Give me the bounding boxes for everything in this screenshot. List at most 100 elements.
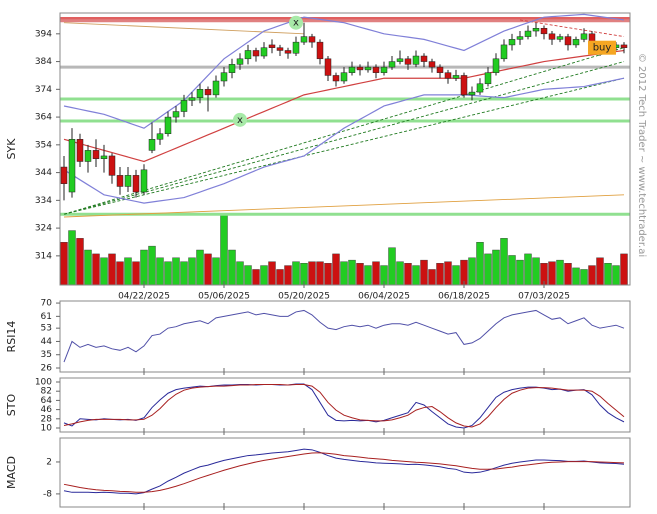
panel-frame — [59, 437, 631, 508]
volume-bar — [188, 257, 196, 285]
trend-line — [519, 19, 625, 38]
candle-body — [60, 166, 68, 184]
volume-bar — [500, 238, 508, 285]
y-axis-label: STO — [5, 393, 18, 416]
candle-body — [420, 55, 428, 62]
volume-bar — [180, 261, 188, 285]
candle-body — [276, 47, 284, 51]
line — [63, 448, 625, 495]
volume-bar — [436, 263, 444, 285]
volume-bar — [492, 249, 500, 285]
candle-body — [396, 58, 404, 62]
volume-bar — [340, 261, 348, 285]
candle-body — [500, 44, 508, 60]
candle-body — [412, 55, 420, 65]
volume-bar — [484, 253, 492, 285]
y-tick-label: 61 — [41, 312, 52, 322]
volume-bar — [68, 230, 76, 285]
candle-body — [212, 80, 220, 96]
y-tick-label: 384 — [35, 57, 52, 67]
volume-bar — [604, 263, 612, 285]
y-tick-label: 64 — [41, 396, 53, 406]
volume-bar — [244, 265, 252, 285]
volume-bar — [556, 259, 564, 285]
y-axis-label: SYK — [5, 138, 18, 160]
candle-body — [100, 155, 108, 159]
annotation-bg — [233, 112, 247, 127]
volume-bar — [508, 255, 516, 285]
candle-body — [428, 61, 436, 68]
candle-body — [284, 50, 292, 54]
candle-body — [332, 75, 340, 82]
candle-body — [460, 75, 468, 96]
volume-bar — [452, 265, 460, 285]
volume-bar — [276, 269, 284, 285]
candle-body — [620, 44, 628, 48]
y-tick-label: 46 — [41, 405, 53, 415]
y-tick-label: 53 — [41, 324, 52, 334]
y-axis-label: RSI14 — [5, 321, 18, 353]
y-tick-label: 394 — [35, 29, 52, 39]
candle-body — [180, 100, 188, 112]
candle-body — [532, 28, 540, 32]
panel: x x buy — [60, 13, 630, 285]
candle-body — [348, 66, 356, 73]
x-tick-label: 07/03/2025 — [518, 292, 570, 302]
candle-body — [308, 36, 316, 43]
volume-bar — [308, 261, 316, 285]
volume-bar — [596, 257, 604, 285]
candle-body — [300, 36, 308, 43]
candle-body — [452, 75, 460, 79]
annotation: x — [293, 18, 299, 29]
candle-body — [324, 58, 332, 76]
volume-bar — [284, 265, 292, 285]
candle-body — [508, 39, 516, 46]
y-tick-label: 314 — [35, 251, 52, 261]
line — [63, 384, 625, 428]
volume-bar — [236, 261, 244, 285]
candle-body — [220, 72, 228, 82]
candle-body — [540, 28, 548, 35]
trend-line — [63, 47, 625, 215]
y-tick-label: -8 — [43, 489, 52, 499]
y-tick-label: 374 — [35, 85, 52, 95]
trend-line — [63, 61, 625, 215]
candle-body — [268, 44, 276, 48]
volume-bar — [108, 253, 116, 285]
volume-bar — [428, 269, 436, 285]
candle-body — [116, 175, 124, 187]
volume-bar — [612, 265, 620, 285]
candle-body — [316, 41, 324, 60]
volume-bar — [212, 257, 220, 285]
candle-body — [476, 83, 484, 93]
candle-body — [132, 175, 140, 193]
volume-bar — [220, 214, 228, 285]
y-tick-label: 2 — [46, 457, 52, 467]
candle-body — [564, 36, 572, 46]
line — [63, 309, 625, 363]
candle-body — [524, 30, 532, 37]
candle-body — [444, 72, 452, 79]
volume-bar — [516, 259, 524, 285]
volume-bar — [476, 242, 484, 285]
candle-body — [140, 169, 148, 193]
volume-bar — [404, 263, 412, 285]
candle-body — [364, 66, 372, 71]
candle-body — [84, 150, 92, 162]
y-tick-label: 324 — [35, 224, 52, 234]
panel — [63, 448, 625, 495]
volume-bar — [196, 249, 204, 285]
candle-body — [260, 47, 268, 57]
candle-body — [292, 41, 300, 54]
candle-body — [108, 155, 116, 176]
volume-bar — [532, 257, 540, 285]
line — [63, 77, 625, 204]
candle-body — [404, 58, 412, 65]
y-tick-label: 354 — [35, 140, 52, 150]
volume-bar — [396, 261, 404, 285]
trend-line — [63, 194, 625, 218]
candle-body — [76, 139, 84, 162]
volume-bar — [364, 265, 372, 285]
candle-body — [388, 61, 396, 68]
